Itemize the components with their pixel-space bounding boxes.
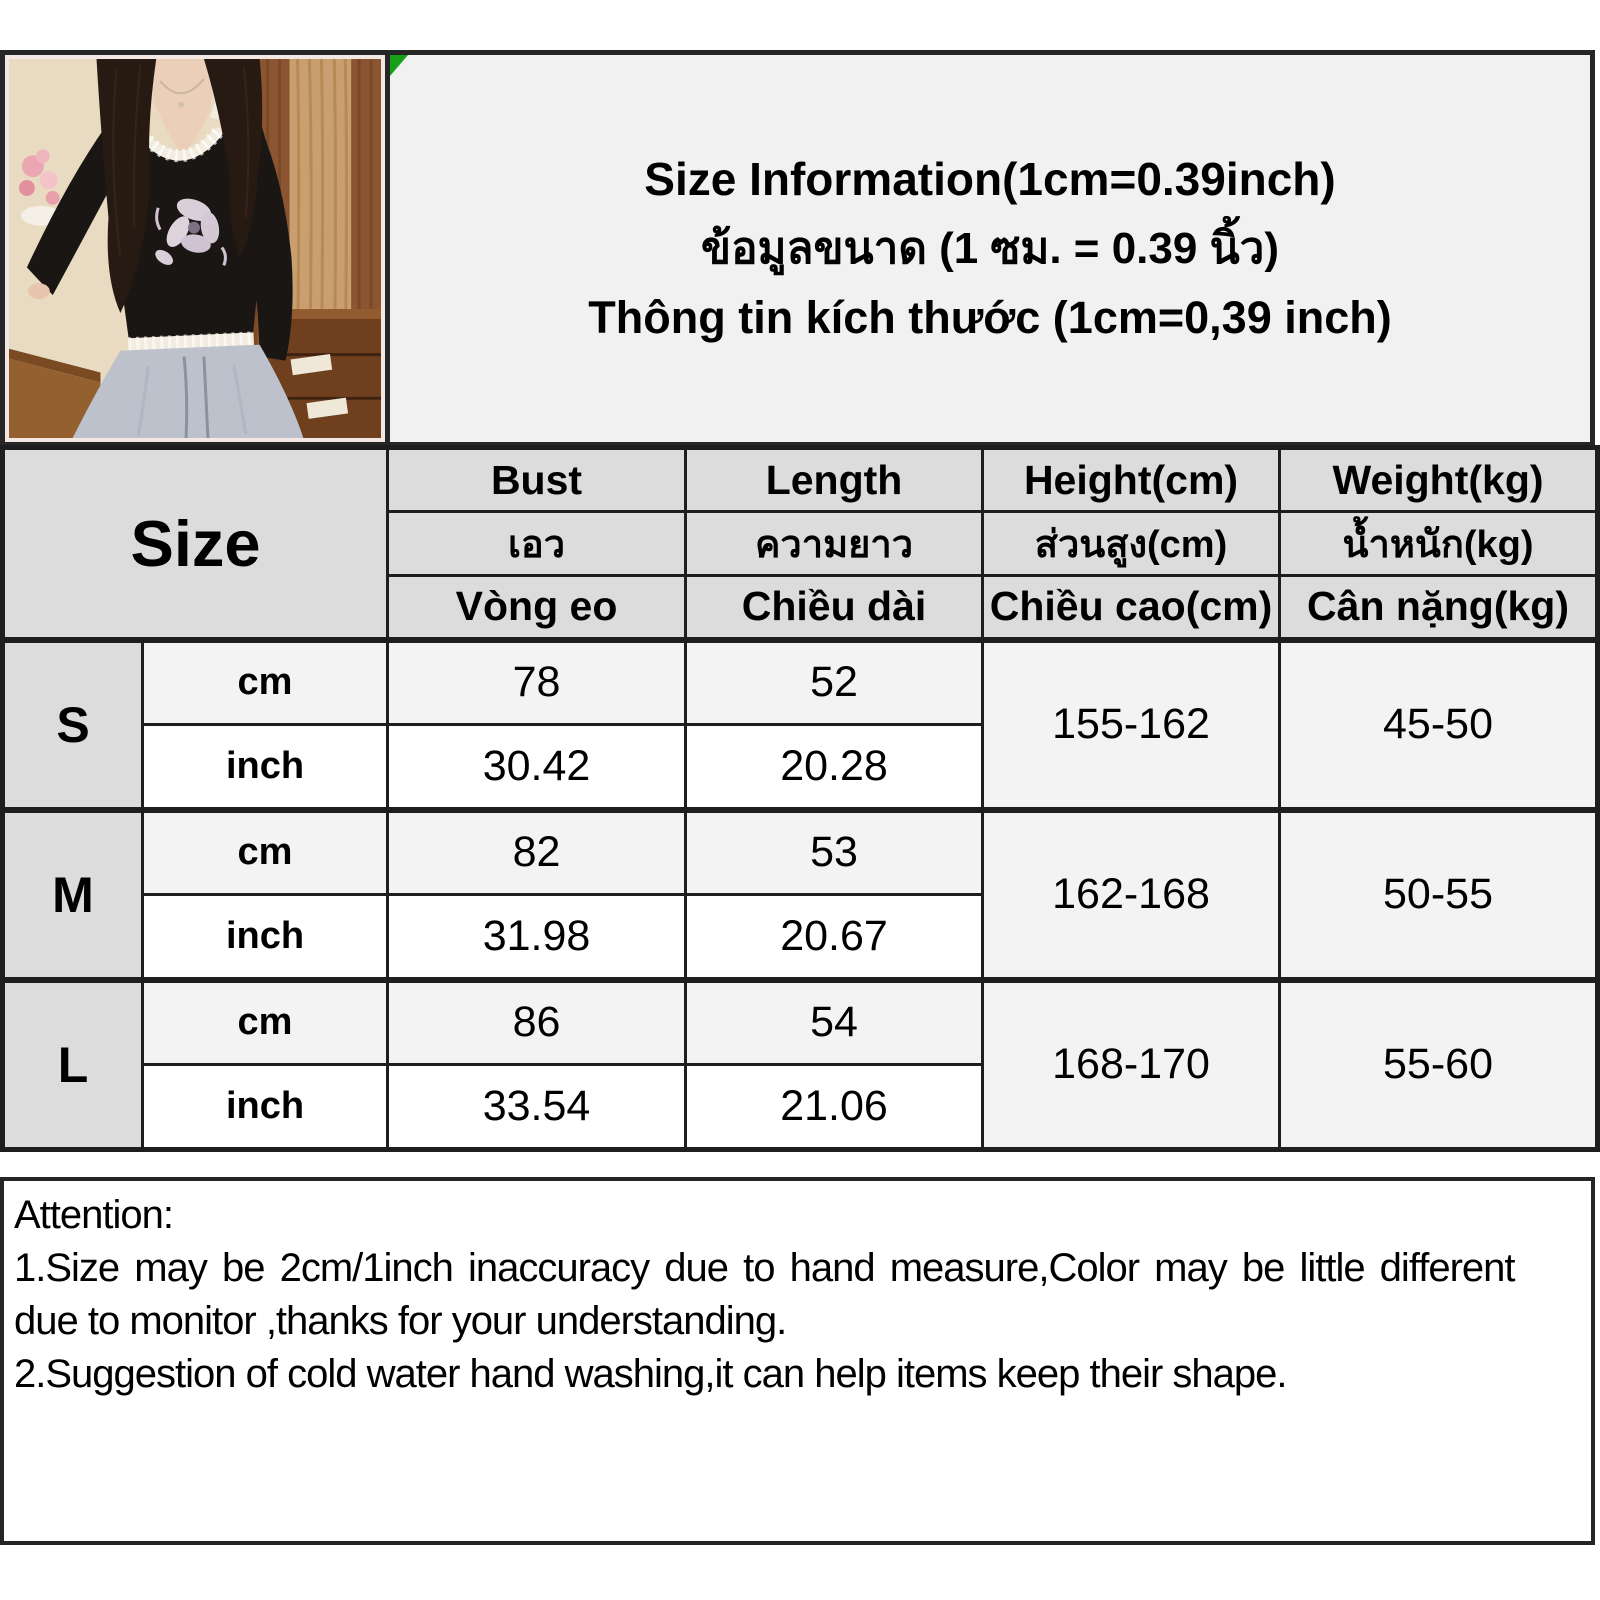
cell-m-weight: 50-55 — [1278, 806, 1600, 981]
pink-flowers — [18, 149, 61, 226]
product-photo-illustration — [9, 59, 381, 438]
left-sleeve — [26, 122, 129, 296]
size-table: Size Bust Length Height(cm) Weight(kg) เ… — [0, 445, 1600, 1152]
cell-m-length-inch: 20.67 — [684, 893, 985, 981]
model — [26, 59, 304, 438]
size-label-l: L — [1, 976, 144, 1151]
product-photo — [5, 55, 390, 442]
row-m-cm: M cm 82 53 162-168 50-55 — [1, 806, 1600, 981]
header-length-vi: Chiều dài — [684, 574, 985, 641]
green-corner-badge-icon — [390, 55, 408, 76]
attention-note: Attention: 1.Size may be 2cm/1inch inacc… — [0, 1177, 1595, 1545]
cell-l-length-inch: 21.06 — [684, 1063, 985, 1151]
header-height-en: Height(cm) — [981, 446, 1282, 513]
size-label-s: S — [1, 636, 144, 811]
unit-cm: cm — [140, 806, 390, 896]
top-block: Size Information(1cm=0.39inch) ข้อมูลขนา… — [0, 50, 1595, 447]
cell-l-bust-cm: 86 — [386, 976, 688, 1066]
header-bust-en: Bust — [386, 446, 688, 513]
row-s-inch: inch 30.42 20.28 — [3, 723, 1598, 811]
skirt-drawstring — [182, 356, 210, 438]
size-info-header: Size Information(1cm=0.39inch) ข้อมูลขนา… — [390, 55, 1590, 442]
table-header-row-th: เอว ความยาว ส่วนสูง(cm) น้ำหนัก(kg) — [3, 510, 1600, 577]
header-weight-vi: Cân nặng(kg) — [1278, 574, 1600, 641]
header-height-vi: Chiều cao(cm) — [981, 574, 1282, 641]
header-weight-th: น้ำหนัก(kg) — [1278, 510, 1600, 577]
header-bust-vi: Vòng eo — [386, 574, 688, 641]
header-weight-en: Weight(kg) — [1278, 446, 1600, 513]
cell-m-height: 162-168 — [981, 806, 1282, 981]
cell-m-length-cm: 53 — [684, 806, 985, 896]
cell-s-bust-inch: 30.42 — [386, 723, 688, 811]
title-english: Size Information(1cm=0.39inch) — [644, 153, 1336, 206]
cell-l-height: 168-170 — [981, 976, 1282, 1151]
cell-s-height: 155-162 — [981, 636, 1282, 811]
drawer-chest — [259, 309, 381, 438]
attention-line-2: due to monitor ,thanks for your understa… — [14, 1299, 787, 1343]
header-length-th: ความยาว — [684, 510, 985, 577]
unit-inch: inch — [140, 723, 390, 811]
cell-m-bust-cm: 82 — [386, 806, 688, 896]
cell-l-weight: 55-60 — [1278, 976, 1600, 1151]
header-size: Size — [0, 446, 390, 641]
floral-print — [155, 198, 227, 266]
cell-l-bust-inch: 33.54 — [386, 1063, 688, 1151]
unit-inch: inch — [140, 1063, 390, 1151]
grey-skirt — [72, 344, 304, 438]
wood-floor-edge — [9, 348, 101, 438]
cell-s-weight: 45-50 — [1278, 636, 1600, 811]
title-thai: ข้อมูลขนาด (1 ซม. = 0.39 นิ้ว) — [700, 223, 1279, 273]
hair-left — [96, 59, 157, 313]
cell-m-bust-inch: 31.98 — [386, 893, 688, 981]
lace-neckline — [137, 127, 223, 161]
header-height-th: ส่วนสูง(cm) — [981, 510, 1282, 577]
attention-line-3: 2.Suggestion of cold water hand washing,… — [14, 1352, 1288, 1396]
row-s-cm: S cm 78 52 155-162 45-50 — [1, 636, 1600, 811]
hand — [27, 283, 50, 300]
unit-cm: cm — [140, 636, 390, 726]
cell-s-bust-cm: 78 — [386, 636, 688, 726]
size-label-m: M — [1, 806, 144, 981]
necklace — [159, 78, 205, 95]
row-m-inch: inch 31.98 20.67 — [3, 893, 1598, 981]
cell-s-length-cm: 52 — [684, 636, 985, 726]
table-header-row-vi: Vòng eo Chiều dài Chiều cao(cm) Cân nặng… — [3, 574, 1600, 641]
header-bust-th: เอว — [386, 510, 688, 577]
unit-cm: cm — [140, 976, 390, 1066]
header-length-en: Length — [684, 446, 985, 513]
row-l-inch: inch 33.54 21.06 — [3, 1063, 1598, 1151]
row-l-cm: L cm 86 54 168-170 55-60 — [1, 976, 1600, 1151]
title-vietnamese: Thông tin kích thước (1cm=0,39 inch) — [588, 292, 1392, 344]
cell-l-length-cm: 54 — [684, 976, 985, 1066]
attention-line-1: 1.Size may be 2cm/1inch inaccuracy due t… — [14, 1246, 1516, 1290]
attention-heading: Attention: — [14, 1193, 174, 1237]
unit-inch: inch — [140, 893, 390, 981]
cell-s-length-inch: 20.28 — [684, 723, 985, 811]
table-header-row-en: Size Bust Length Height(cm) Weight(kg) — [0, 446, 1600, 641]
